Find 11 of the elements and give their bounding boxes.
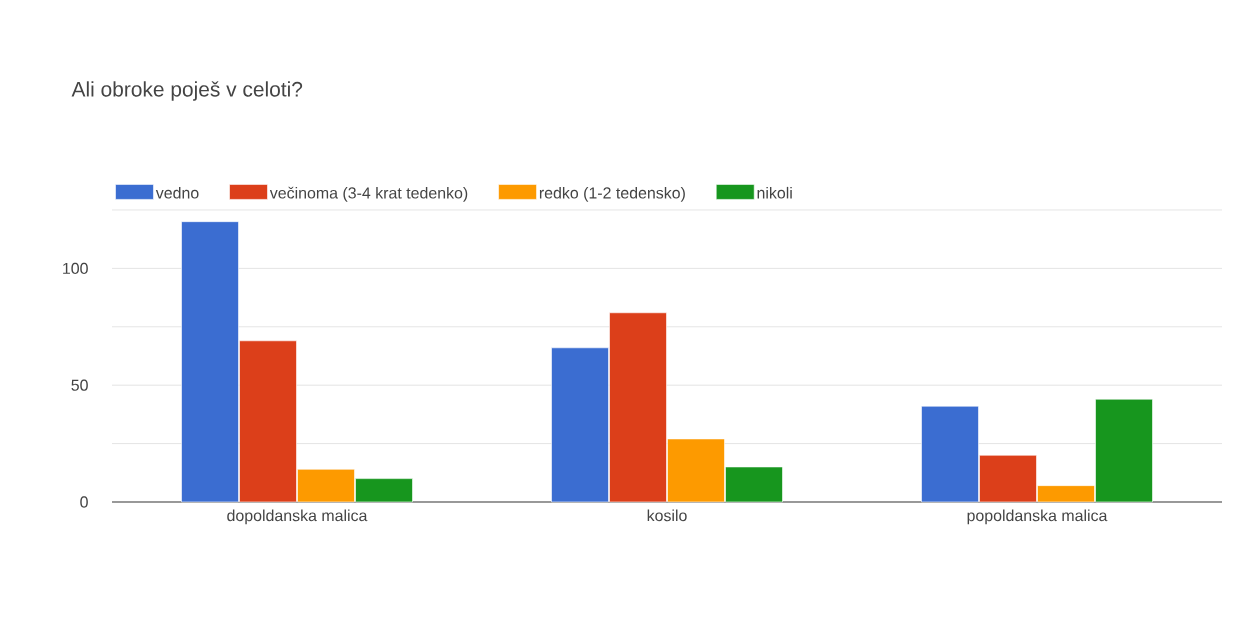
legend-label: vedno	[155, 186, 199, 199]
x-tick-label: dopoldanska malica	[227, 509, 368, 525]
chart-title: Ali obroke poješ v celoti?	[71, 81, 303, 101]
x-tick-label: kosilo	[647, 509, 687, 522]
y-tick-label: 100	[63, 262, 88, 275]
legend-label: redko (1-2 tedensko)	[539, 186, 685, 202]
legend-label: nikoli	[757, 186, 792, 199]
y-tick-label: 50	[71, 379, 88, 391]
legend-label: večinoma (3-4 krat tedenko)	[269, 186, 468, 202]
x-tick-label: popoldanska malica	[967, 509, 1108, 525]
y-tick-label: 0	[80, 496, 88, 508]
